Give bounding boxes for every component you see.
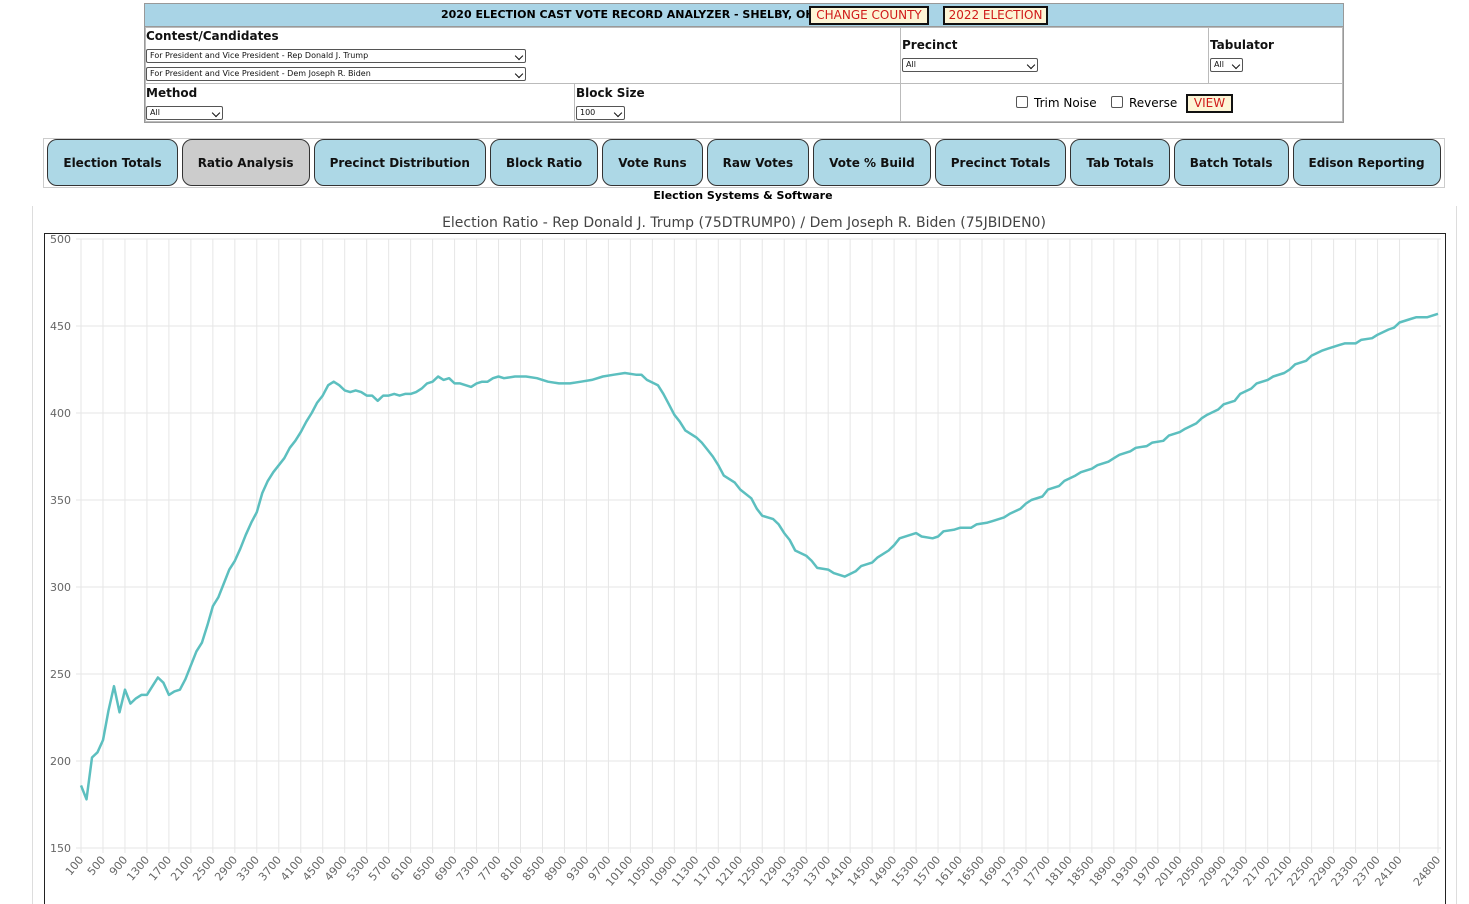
x-tick-label: 4900 — [322, 854, 350, 884]
block-size-label: Block Size — [576, 86, 645, 100]
x-tick-label: 5700 — [366, 854, 394, 884]
nav-bar — [43, 138, 1445, 188]
tab-button[interactable]: Precinct Totals — [934, 139, 1067, 186]
reverse-checkbox[interactable] — [1111, 96, 1123, 108]
x-tick-label: 24800 — [1411, 854, 1443, 889]
tabulator-select[interactable]: All — [1210, 58, 1243, 72]
x-tick-label: 5300 — [344, 854, 372, 884]
tab-button[interactable]: Vote % Build — [813, 139, 931, 186]
x-tick-label: 500 — [85, 854, 108, 878]
x-tick-label: 2900 — [212, 854, 240, 884]
chart-title: Election Ratio - Rep Donald J. Trump (75… — [442, 215, 1046, 231]
header-panel: 2020 ELECTION CAST VOTE RECORD ANALYZER … — [144, 3, 1344, 123]
x-tick-label: 3300 — [234, 854, 262, 884]
x-tick-label: 100 — [63, 854, 86, 878]
x-tick-label: 7700 — [476, 854, 504, 884]
y-tick-label: 400 — [50, 407, 71, 420]
x-tick-label: 3700 — [256, 854, 284, 884]
election-2022-button[interactable]: 2022 ELECTION — [943, 6, 1048, 25]
contest-select[interactable]: For President and Vice President - Rep D… — [146, 49, 526, 63]
y-tick-label: 200 — [50, 755, 71, 768]
y-tick-label: 150 — [50, 842, 71, 855]
tabulator-label: Tabulator — [1210, 38, 1274, 52]
y-tick-label: 350 — [50, 494, 71, 507]
x-tick-label: 6900 — [432, 854, 460, 884]
y-tick-label: 300 — [50, 581, 71, 594]
trim-noise-checkbox[interactable] — [1016, 96, 1028, 108]
contest-label: Contest/Candidates — [146, 29, 279, 43]
block-size-select[interactable]: 100 — [576, 106, 625, 120]
reverse-label: Reverse — [1129, 96, 1178, 110]
tab-button[interactable]: Edison Reporting — [1292, 139, 1441, 186]
x-tick-label: 2500 — [190, 854, 218, 884]
view-button[interactable]: VIEW — [1186, 94, 1233, 113]
trim-noise-label: Trim Noise — [1034, 96, 1097, 110]
x-tick-label: 6100 — [388, 854, 416, 884]
y-tick-label: 250 — [50, 668, 71, 681]
x-tick-label: 1300 — [124, 854, 152, 884]
x-tick-label: 8500 — [520, 854, 548, 884]
x-tick-label: 8900 — [542, 854, 570, 884]
chart-frame — [44, 233, 1446, 904]
tab-button[interactable]: Precinct Distribution — [313, 139, 486, 186]
method-select[interactable]: All — [146, 106, 223, 120]
contest-select[interactable]: For President and Vice President - Dem J… — [146, 67, 526, 81]
vendor-label: Election Systems & Software — [653, 189, 833, 202]
x-tick-label: 4500 — [300, 854, 328, 884]
x-tick-label: 6500 — [410, 854, 438, 884]
tab-button[interactable]: Batch Totals — [1173, 139, 1289, 186]
y-tick-label: 500 — [50, 233, 71, 246]
precinct-select[interactable]: All — [902, 58, 1038, 72]
x-tick-label: 8100 — [498, 854, 526, 884]
options-cell — [900, 83, 1343, 122]
tab-row: Election Totals Ratio Analysis Precinct Di… — [43, 139, 1445, 186]
x-tick-label: 4100 — [278, 854, 306, 884]
tab-button[interactable]: Ratio Analysis — [181, 139, 310, 186]
tab-button[interactable]: Raw Votes — [706, 139, 810, 186]
app-title: 2020 ELECTION CAST VOTE RECORD ANALYZER … — [441, 8, 829, 21]
x-tick-label: 1700 — [146, 854, 174, 884]
x-tick-label: 2100 — [168, 854, 196, 884]
data-line — [79, 312, 1439, 801]
change-county-button[interactable]: CHANGE COUNTY — [809, 6, 929, 25]
x-tick-label: 7300 — [454, 854, 482, 884]
method-label: Method — [146, 86, 198, 100]
tab-button[interactable]: Vote Runs — [602, 139, 703, 186]
tab-button[interactable]: Block Ratio — [489, 139, 599, 186]
x-tick-label: 9300 — [564, 854, 592, 884]
precinct-label: Precinct — [902, 38, 958, 52]
tab-button[interactable]: Tab Totals — [1070, 139, 1170, 186]
chart-container — [32, 206, 1457, 904]
tab-button[interactable]: Election Totals — [47, 139, 178, 186]
y-tick-label: 450 — [50, 320, 71, 333]
